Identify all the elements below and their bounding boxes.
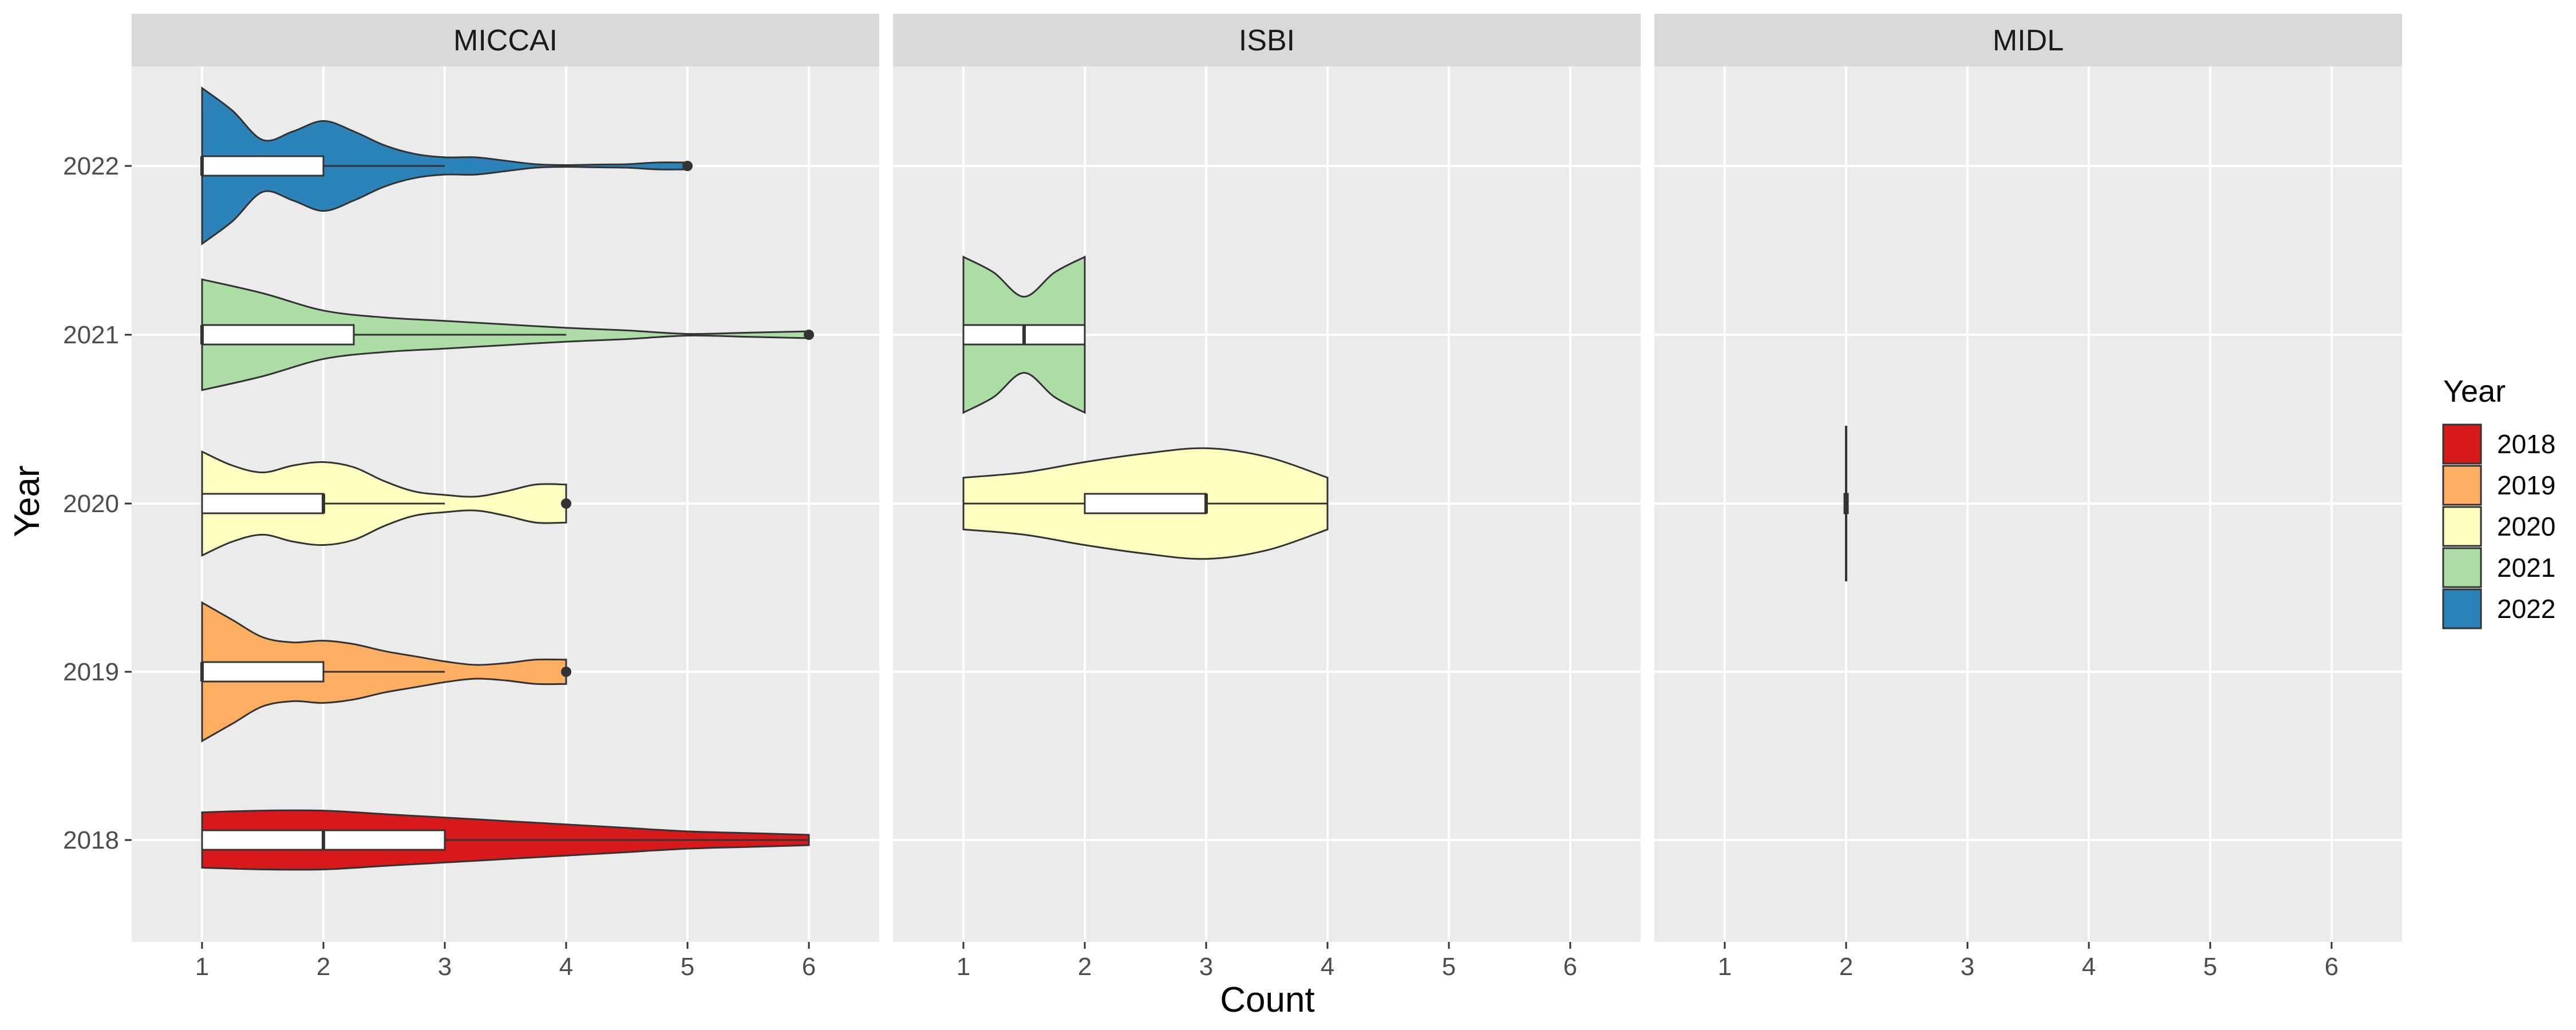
y-tick-label: 2019 — [63, 658, 119, 686]
box-miccai-2021 — [201, 324, 355, 346]
outlier-point — [682, 161, 693, 171]
facet-label-miccai: MICCAI — [453, 24, 558, 57]
x-axis-title: Count — [1220, 980, 1314, 1020]
violin-group-isbi-2021 — [962, 255, 1086, 414]
legend: Year 2018 2019 2020 2021 2022 — [2442, 374, 2555, 629]
y-tick-label: 2021 — [63, 321, 119, 349]
x-tick-label: 5 — [1442, 953, 1456, 981]
legend-key-2019 — [2442, 465, 2482, 506]
x-tick-label: 1 — [957, 953, 970, 981]
box-isbi-2020 — [1084, 493, 1207, 514]
x-tick-label: 2 — [1839, 953, 1853, 981]
legend-label-2021: 2021 — [2497, 553, 2555, 583]
facet-label-isbi: ISBI — [1239, 24, 1295, 57]
y-tick-label: 2022 — [63, 152, 119, 180]
legend-label-2022: 2022 — [2497, 594, 2555, 624]
x-tick-label: 4 — [559, 953, 573, 981]
legend-title: Year — [2443, 374, 2506, 409]
x-tick-label: 4 — [1321, 953, 1334, 981]
legend-key-2020 — [2442, 506, 2482, 547]
outlier-point — [561, 667, 572, 677]
violin-group-miccai-2020 — [201, 450, 572, 557]
legend-label-2018: 2018 — [2497, 429, 2555, 459]
x-tick-label: 5 — [2203, 953, 2217, 981]
y-tick-label: 2020 — [63, 490, 119, 518]
y-tick-label: 2018 — [63, 826, 119, 854]
facet-label-midl: MIDL — [1993, 24, 2064, 57]
violin-marks — [200, 86, 1849, 871]
legend-key-2022 — [2442, 588, 2482, 629]
legend-label-2019: 2019 — [2497, 470, 2555, 500]
x-tick-label: 5 — [681, 953, 694, 981]
x-tick-label: 2 — [317, 953, 330, 981]
box-miccai-2019 — [201, 661, 325, 683]
box-miccai-2020 — [201, 493, 325, 514]
legend-key-2018 — [2442, 423, 2482, 465]
x-tick-label: 3 — [438, 953, 452, 981]
x-tick-label: 2 — [1078, 953, 1092, 981]
violin-group-midl-2020 — [1843, 426, 1849, 581]
x-tick-label: 6 — [802, 953, 816, 981]
x-tick-label: 4 — [2082, 953, 2096, 981]
violin-group-isbi-2020 — [962, 447, 1329, 560]
x-tick-label: 1 — [195, 953, 209, 981]
x-tick-label: 3 — [1199, 953, 1213, 981]
violin-group-miccai-2021 — [200, 278, 815, 391]
box-miccai-2022 — [201, 155, 325, 177]
x-tick-label: 6 — [2325, 953, 2338, 981]
facet-strip-isbi — [893, 14, 1641, 66]
x-tick-label: 1 — [1718, 953, 1732, 981]
x-tick-label: 3 — [1961, 953, 1974, 981]
violin-group-miccai-2022 — [200, 86, 693, 245]
legend-key-2021 — [2442, 547, 2482, 588]
x-tick-label: 6 — [1563, 953, 1577, 981]
y-axis-title: Year — [7, 465, 47, 537]
violin-group-miccai-2018 — [201, 809, 810, 871]
outlier-point — [561, 498, 572, 509]
legend-label-2020: 2020 — [2497, 512, 2555, 541]
facet-strip-midl — [1654, 14, 2402, 66]
y-axis: 2018 2019 2020 2021 2022 — [63, 152, 132, 854]
violin-group-miccai-2019 — [200, 601, 572, 743]
facet-strip-miccai — [132, 14, 879, 66]
outlier-point — [804, 330, 815, 340]
x-axis: 1 2 3 4 5 6 1 2 3 4 5 6 1 2 3 4 5 6 — [195, 942, 2338, 981]
